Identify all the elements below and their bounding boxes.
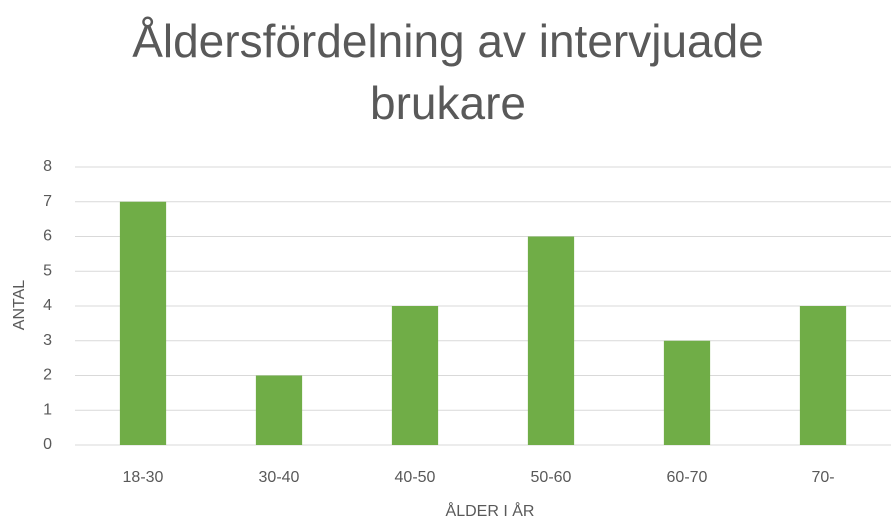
bar (799, 306, 847, 445)
y-tick-label: 2 (43, 367, 52, 384)
y-tick-label: 0 (43, 436, 52, 453)
y-tick-label: 8 (43, 158, 52, 175)
y-tick-label: 1 (43, 401, 52, 418)
y-tick-label: 4 (43, 297, 52, 314)
chart-title: Åldersfördelning av intervjuade brukare (132, 15, 764, 129)
x-axis-label: ÅLDER I ÅR (446, 501, 535, 520)
bar (119, 201, 167, 445)
bar (527, 236, 575, 445)
bar (663, 340, 711, 445)
y-axis-label: ANTAL (11, 280, 28, 330)
y-tick-label: 7 (43, 193, 52, 210)
x-tick-label: 60-70 (667, 469, 708, 486)
x-tick-label: 50-60 (531, 469, 572, 486)
y-tick-label: 5 (43, 262, 52, 279)
y-tick-label: 3 (43, 332, 52, 349)
x-tick-label: 40-50 (395, 469, 436, 486)
bar (391, 306, 439, 445)
x-tick-label: 70- (811, 469, 834, 486)
y-tick-label: 6 (43, 228, 52, 245)
bar (255, 375, 303, 445)
x-tick-label: 18-30 (123, 469, 164, 486)
x-tick-label: 30-40 (259, 469, 300, 486)
